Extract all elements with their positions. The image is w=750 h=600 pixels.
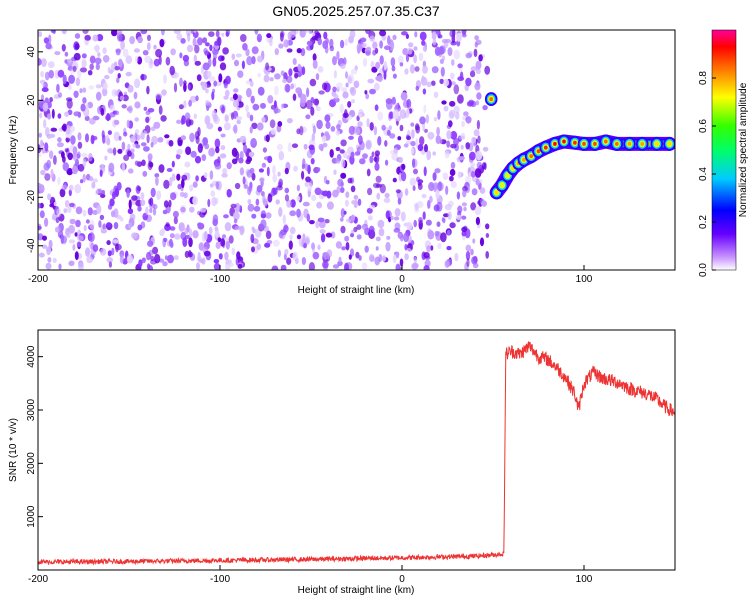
signal-feature: [536, 149, 541, 154]
snr-plot-frame: [37, 329, 676, 571]
x-tick-label: 0: [399, 274, 405, 285]
top-x-axis-label: Height of straight line (km): [298, 285, 415, 296]
signal-feature: [615, 141, 619, 146]
snr-series-line: [38, 340, 675, 566]
colorbar-tick-label: 0.0: [698, 263, 709, 277]
y-tick-label: -20: [26, 190, 37, 205]
figure-title: GN05.2025.257.07.35.C37: [272, 3, 440, 19]
top-y-axis-label: Frequency (Hz): [8, 116, 19, 185]
y-tick-label: 1000: [26, 505, 37, 528]
signal-feature: [529, 154, 533, 159]
x-tick-label: 0: [399, 574, 405, 585]
colorbar: 0.0 0.2 0.4 0.6 0.8 Normalized spectral ampl…: [698, 29, 749, 277]
y-tick-label: -40: [26, 238, 37, 253]
bottom-x-axis-label: Height of straight line (km): [298, 585, 415, 596]
signal-feature: [522, 157, 526, 162]
signal-feature: [655, 141, 659, 146]
y-tick-label: 4000: [26, 345, 37, 368]
signal-feature: [640, 141, 644, 146]
signal-feature: [500, 183, 504, 188]
signal-feature: [573, 140, 577, 145]
signal-feature: [593, 141, 597, 146]
y-tick-label: 2000: [26, 452, 37, 475]
signal-feature: [667, 141, 672, 146]
colorbar-gradient: [711, 29, 737, 271]
colorbar-tick-label: 0.4: [698, 167, 709, 181]
x-tick-label: 100: [576, 274, 593, 285]
noise-field: [38, 30, 491, 270]
colorbar-ticks: 0.0 0.2 0.4 0.6 0.8: [698, 71, 716, 277]
signal-feature: [494, 190, 499, 195]
colorbar-label: Normalized spectral amplitude: [738, 82, 749, 217]
top-x-axis: -200 -100 0 100: [28, 265, 593, 285]
signal-feature: [582, 141, 586, 146]
spectrogram-plot-frame: [37, 29, 676, 271]
signal-feature: [505, 173, 510, 178]
x-tick-label: -100: [210, 274, 230, 285]
y-tick-label: 40: [26, 46, 37, 58]
signal-feature: [489, 97, 494, 102]
x-tick-label: -200: [28, 274, 48, 285]
colorbar-tick-label: 0.2: [698, 215, 709, 229]
bottom-y-axis: 1000 2000 3000 4000: [26, 345, 43, 528]
signal-feature: [562, 139, 566, 144]
x-tick-label: -200: [28, 574, 48, 585]
y-tick-label: 20: [26, 94, 37, 106]
x-tick-label: -100: [210, 574, 230, 585]
signal-feature: [604, 139, 608, 144]
signal-features: [484, 92, 675, 200]
y-tick-label: 0: [26, 146, 37, 152]
signal-feature: [627, 141, 632, 146]
signal-feature: [553, 141, 557, 146]
signal-feature: [544, 145, 548, 150]
bottom-y-axis-label: SNR (10 * v/v): [8, 418, 19, 482]
top-y-axis: -40 -20 0 20 40: [26, 46, 43, 253]
x-tick-label: 100: [576, 574, 593, 585]
colorbar-tick-label: 0.6: [698, 119, 709, 133]
y-tick-label: 3000: [26, 398, 37, 421]
colorbar-tick-label: 0.8: [698, 71, 709, 85]
snr-panel: -200 -100 0 100 1000 2000 3000 4000 Height of …: [8, 329, 676, 596]
bottom-x-axis: -200 -100 0 100: [28, 565, 593, 585]
